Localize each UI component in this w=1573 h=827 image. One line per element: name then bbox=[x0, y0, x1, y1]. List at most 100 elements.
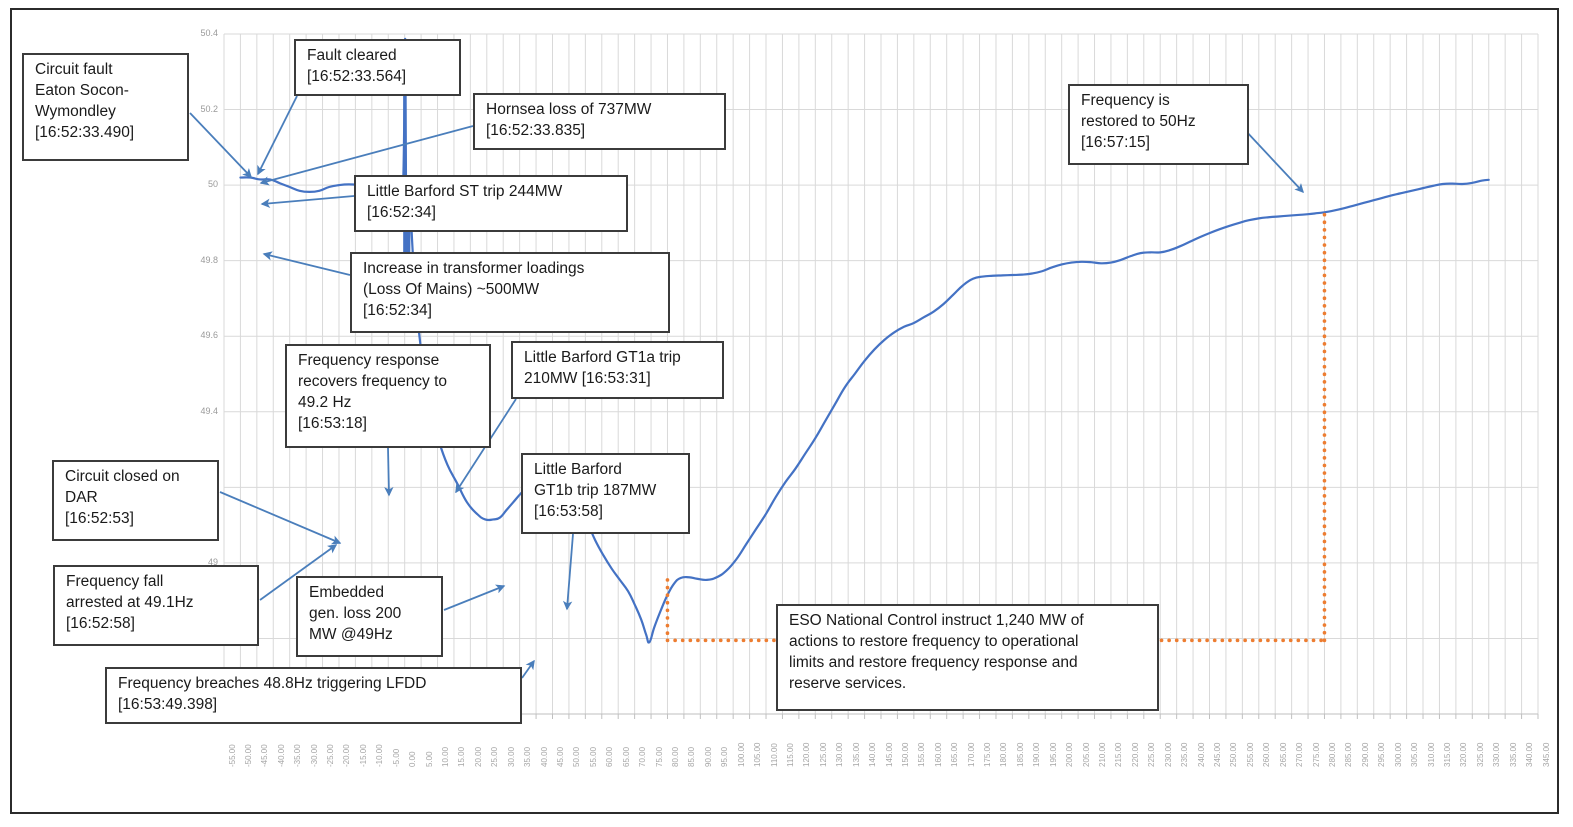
x-tick-label: 185.00 bbox=[1015, 742, 1025, 767]
x-tick-label: 170.00 bbox=[966, 742, 976, 767]
annotation-frequency-response-recovers: Frequency response recovers frequency to… bbox=[285, 344, 491, 448]
x-tick-label: -30.00 bbox=[309, 744, 319, 767]
x-tick-label: 140.00 bbox=[868, 742, 878, 767]
annotation-hornsea-loss: Hornsea loss of 737MW [16:52:33.835] bbox=[473, 93, 726, 150]
x-tick-label: 250.00 bbox=[1229, 742, 1239, 767]
x-tick-label: 195.00 bbox=[1048, 742, 1058, 767]
x-tick-label: 160.00 bbox=[933, 742, 943, 767]
x-tick-label: 155.00 bbox=[917, 742, 927, 767]
x-tick-label: 165.00 bbox=[950, 742, 960, 767]
x-tick-label: 15.00 bbox=[457, 746, 467, 767]
x-tick-label: 75.00 bbox=[654, 746, 664, 767]
annotation-circuit-fault: Circuit fault Eaton Socon- Wymondley [16… bbox=[22, 53, 189, 161]
x-tick-label: 215.00 bbox=[1114, 742, 1124, 767]
x-tick-label: 315.00 bbox=[1442, 742, 1452, 767]
x-tick-label: 270.00 bbox=[1295, 742, 1305, 767]
annotation-frequency-restored: Frequency is restored to 50Hz [16:57:15] bbox=[1068, 84, 1249, 165]
x-tick-label: 110.00 bbox=[769, 743, 779, 767]
x-tick-label: 105.00 bbox=[753, 742, 763, 767]
x-tick-label: -40.00 bbox=[276, 744, 286, 767]
annotation-circuit-closed-dar: Circuit closed on DAR [16:52:53] bbox=[52, 460, 219, 541]
x-tick-label: 300.00 bbox=[1393, 742, 1403, 767]
x-tick-label: 320.00 bbox=[1459, 742, 1469, 767]
annotation-little-barford-gt1b-trip: Little Barford GT1b trip 187MW [16:53:58… bbox=[521, 453, 690, 534]
y-tick-label: 49.6 bbox=[200, 330, 218, 341]
y-tick-label: 50 bbox=[207, 179, 218, 190]
x-tick-label: -35.00 bbox=[293, 744, 303, 767]
x-tick-label: 180.00 bbox=[999, 742, 1009, 767]
x-tick-label: 310.00 bbox=[1426, 742, 1436, 767]
x-tick-label: 80.00 bbox=[670, 746, 680, 767]
x-tick-label: 0.00 bbox=[408, 751, 418, 767]
x-tick-label: 285.00 bbox=[1344, 742, 1354, 767]
annotation-embedded-gen-loss: Embedded gen. loss 200 MW @49Hz bbox=[296, 576, 443, 657]
x-tick-label: -20.00 bbox=[342, 744, 352, 767]
x-tick-label: 230.00 bbox=[1163, 742, 1173, 767]
x-tick-label: -45.00 bbox=[260, 744, 270, 767]
x-tick-label: 325.00 bbox=[1475, 742, 1485, 767]
x-tick-label: 95.00 bbox=[720, 746, 730, 767]
x-tick-label: 235.00 bbox=[1180, 742, 1190, 767]
y-tick-label: 49 bbox=[207, 556, 218, 567]
x-tick-label: 225.00 bbox=[1147, 742, 1157, 767]
x-tick-label: 30.00 bbox=[506, 746, 516, 767]
annotation-little-barford-gt1a-trip: Little Barford GT1a trip 210MW [16:53:31… bbox=[511, 341, 724, 399]
x-tick-label: 340.00 bbox=[1525, 742, 1535, 767]
x-tick-label: 145.00 bbox=[884, 742, 894, 767]
y-tick-label: 49.8 bbox=[200, 254, 218, 265]
x-tick-label: 330.00 bbox=[1492, 742, 1502, 767]
x-tick-label: -25.00 bbox=[326, 744, 336, 767]
x-tick-label: 100.00 bbox=[736, 742, 746, 767]
x-tick-label: 70.00 bbox=[638, 746, 648, 767]
x-tick-label: 55.00 bbox=[588, 746, 598, 767]
annotation-transformer-loadings: Increase in transformer loadings (Loss O… bbox=[350, 252, 670, 333]
x-tick-label: 135.00 bbox=[851, 742, 861, 767]
x-tick-label: -15.00 bbox=[358, 744, 368, 767]
x-tick-label: 60.00 bbox=[605, 746, 615, 767]
x-tick-label: 245.00 bbox=[1213, 742, 1222, 767]
annotation-frequency-fall-arrested: Frequency fall arrested at 49.1Hz [16:52… bbox=[53, 565, 259, 646]
x-tick-label: 125.00 bbox=[818, 742, 828, 767]
x-tick-label: 115.00 bbox=[785, 743, 795, 767]
x-tick-label: 305.00 bbox=[1410, 742, 1420, 767]
x-tick-label: 190.00 bbox=[1032, 742, 1042, 767]
x-tick-label: 260.00 bbox=[1262, 742, 1272, 767]
x-tick-label: -50.00 bbox=[243, 744, 253, 767]
x-tick-label: 130.00 bbox=[835, 742, 845, 767]
x-tick-label: 40.00 bbox=[539, 746, 549, 767]
x-tick-label: 10.00 bbox=[441, 746, 451, 767]
x-tick-label: -55.00 bbox=[227, 744, 237, 767]
x-tick-label: 265.00 bbox=[1278, 742, 1288, 767]
annotation-fault-cleared: Fault cleared [16:52:33.564] bbox=[294, 39, 461, 96]
annotation-little-barford-st-trip: Little Barford ST trip 244MW [16:52:34] bbox=[354, 175, 628, 232]
annotation-eso-national-control: ESO National Control instruct 1,240 MW o… bbox=[776, 604, 1159, 711]
x-tick-label: 335.00 bbox=[1508, 742, 1518, 767]
x-tick-label: 20.00 bbox=[473, 746, 483, 767]
x-tick-label: -5.00 bbox=[391, 748, 401, 767]
x-tick-label: 35.00 bbox=[523, 746, 533, 767]
x-tick-label: 90.00 bbox=[703, 746, 713, 767]
x-tick-label: 255.00 bbox=[1245, 742, 1255, 767]
x-tick-label: 200.00 bbox=[1065, 742, 1075, 767]
x-tick-label: -10.00 bbox=[375, 744, 385, 767]
y-tick-label: 50.4 bbox=[200, 28, 218, 38]
x-tick-label: 150.00 bbox=[900, 742, 910, 767]
x-tick-label: 280.00 bbox=[1327, 742, 1337, 767]
x-tick-label: 120.00 bbox=[802, 742, 812, 767]
x-tick-label: 50.00 bbox=[572, 746, 582, 767]
x-tick-label: 275.00 bbox=[1311, 742, 1321, 767]
x-tick-label: 65.00 bbox=[621, 746, 631, 767]
x-tick-label: 240.00 bbox=[1196, 742, 1206, 767]
x-tick-label: 345.00 bbox=[1541, 742, 1551, 767]
y-tick-label: 50.2 bbox=[200, 103, 218, 114]
x-tick-label: 220.00 bbox=[1130, 742, 1140, 767]
x-tick-label: 5.00 bbox=[424, 751, 434, 767]
x-tick-label: 205.00 bbox=[1081, 742, 1091, 767]
x-tick-label: 25.00 bbox=[490, 746, 500, 767]
x-tick-label: 210.00 bbox=[1098, 742, 1108, 767]
x-tick-label: 295.00 bbox=[1377, 742, 1387, 767]
x-tick-label: 85.00 bbox=[687, 746, 697, 767]
x-tick-label: 290.00 bbox=[1360, 742, 1370, 767]
annotation-frequency-breaches-lfdd: Frequency breaches 48.8Hz triggering LFD… bbox=[105, 667, 522, 724]
